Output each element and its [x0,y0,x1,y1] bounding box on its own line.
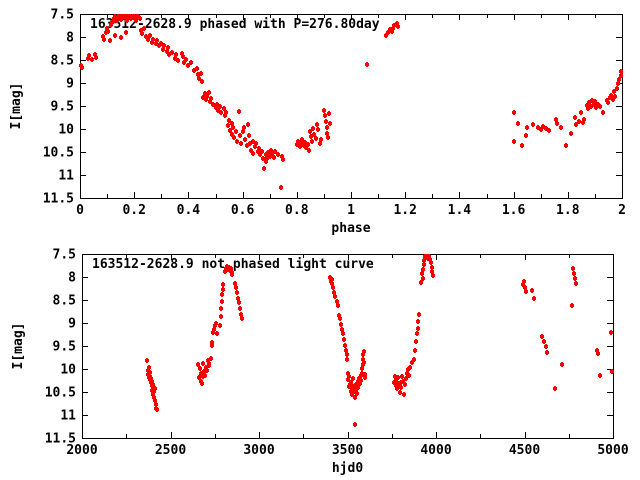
y-tick-label: 8.5 [51,54,74,69]
x-tick-label: 1.4 [448,203,472,218]
x-tick-label: 0.4 [177,203,201,218]
x-tick-label: 3000 [243,443,274,458]
y-tick-label: 9.5 [51,100,74,115]
x-tick-label: 0.8 [285,203,309,218]
tick-labels: 2000 2500 3000 3500 4000 4500 5000 7.5 8 8.5 9 9.5 1… [45,248,629,459]
x-tick-label: 1.8 [556,203,580,218]
x-tick-label: 2000 [66,443,97,458]
y-tick-label: 11 [58,169,74,184]
y-tick-label: 8 [66,31,74,46]
y-tick-label: 11.5 [43,192,74,207]
x-tick-label: 4000 [420,443,451,458]
x-tick-label: 2500 [155,443,186,458]
x-tick-label: 0.6 [231,203,255,218]
x-tick-label: 0 [76,203,84,218]
tick-marks [82,254,614,439]
x-tick-label: 4500 [509,443,540,458]
y-tick-label: 9 [68,317,76,332]
y-tick-label: 8.5 [53,294,76,309]
unphased-panel: 2000 2500 3000 3500 4000 4500 5000 7.5 8 8.5 9 9.5 1… [45,248,629,459]
y-tick-label: 10 [60,363,76,378]
unphased-plot-title: 163512-2628.9 not phased light curve [92,257,374,272]
plot-frame [80,14,623,199]
y-tick-label: 10.5 [43,146,74,161]
y-tick-label: 11.5 [45,432,76,447]
y-tick-label: 7.5 [51,8,74,23]
y-tick-label: 8 [68,271,76,286]
y-tick-label: 10.5 [45,386,76,401]
phased-x-axis-label: phase [331,221,371,236]
x-tick-label: 0.2 [122,203,145,218]
x-tick-label: 1.2 [393,203,416,218]
y-tick-label: 9 [66,77,74,92]
x-tick-label: 3500 [332,443,363,458]
y-tick-label: 10 [58,123,74,138]
x-tick-label: 2 [618,203,626,218]
y-tick-label: 7.5 [53,248,76,263]
data-points [79,14,623,190]
data-points [145,254,614,427]
unphased-x-axis-label: hjd0 [331,461,364,476]
x-tick-label: 1 [347,203,355,218]
x-tick-label: 5000 [597,443,628,458]
tick-labels: 0 0.2 0.4 0.6 0.8 1 1.2 1.4 1.6 1.8 2 7.5 8 8.5 9 9.5 10… [43,8,626,219]
y-tick-label: 9.5 [53,340,76,355]
plot-frame [82,254,614,439]
phased-plot-title: 163512-2628.9 phased with P=276.80day [90,17,380,32]
x-tick-label: 1.6 [502,203,526,218]
phased-panel: 0 0.2 0.4 0.6 0.8 1 1.2 1.4 1.6 1.8 2 7.5 8 8.5 9 9.5 10… [43,8,626,219]
y-tick-label: 11 [60,409,76,424]
